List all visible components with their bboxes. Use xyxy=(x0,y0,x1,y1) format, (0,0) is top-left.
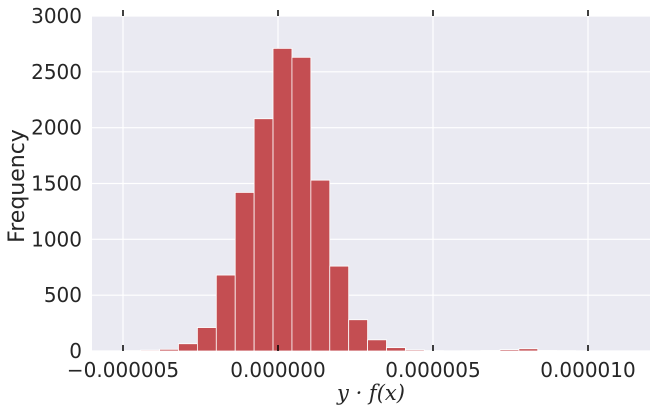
bar xyxy=(405,349,425,352)
y-tick-label: 500 xyxy=(44,283,82,307)
bar xyxy=(272,47,293,352)
bar xyxy=(253,118,274,352)
bar xyxy=(159,348,179,352)
y-tick-label: 1500 xyxy=(31,172,82,196)
bar xyxy=(329,265,350,352)
y-tick-label: 0 xyxy=(69,339,82,363)
bar xyxy=(291,56,312,352)
x-tick-label: 0.000000 xyxy=(230,358,325,382)
x-tick-label: 0.000010 xyxy=(540,358,635,382)
bar xyxy=(140,349,160,352)
bar xyxy=(215,274,236,352)
bar xyxy=(234,192,255,352)
y-tick-label: 2500 xyxy=(31,60,82,84)
bar xyxy=(196,327,217,352)
bar xyxy=(480,350,501,352)
bar xyxy=(537,350,558,352)
bar xyxy=(367,339,387,352)
x-tick-label: 0.000005 xyxy=(385,358,480,382)
y-tick-label: 2000 xyxy=(31,116,82,140)
bar xyxy=(310,179,331,352)
bar xyxy=(518,348,539,352)
bar xyxy=(178,343,198,352)
bar xyxy=(499,349,520,352)
y-tick-label: 3000 xyxy=(31,4,82,28)
bar xyxy=(348,319,368,352)
bar xyxy=(386,347,406,352)
y-tick-label: 1000 xyxy=(31,227,82,251)
x-axis-label: y · f(x) xyxy=(336,381,405,405)
x-tick-label: −0.000005 xyxy=(67,358,179,382)
y-axis-label: Frequency xyxy=(5,129,30,243)
